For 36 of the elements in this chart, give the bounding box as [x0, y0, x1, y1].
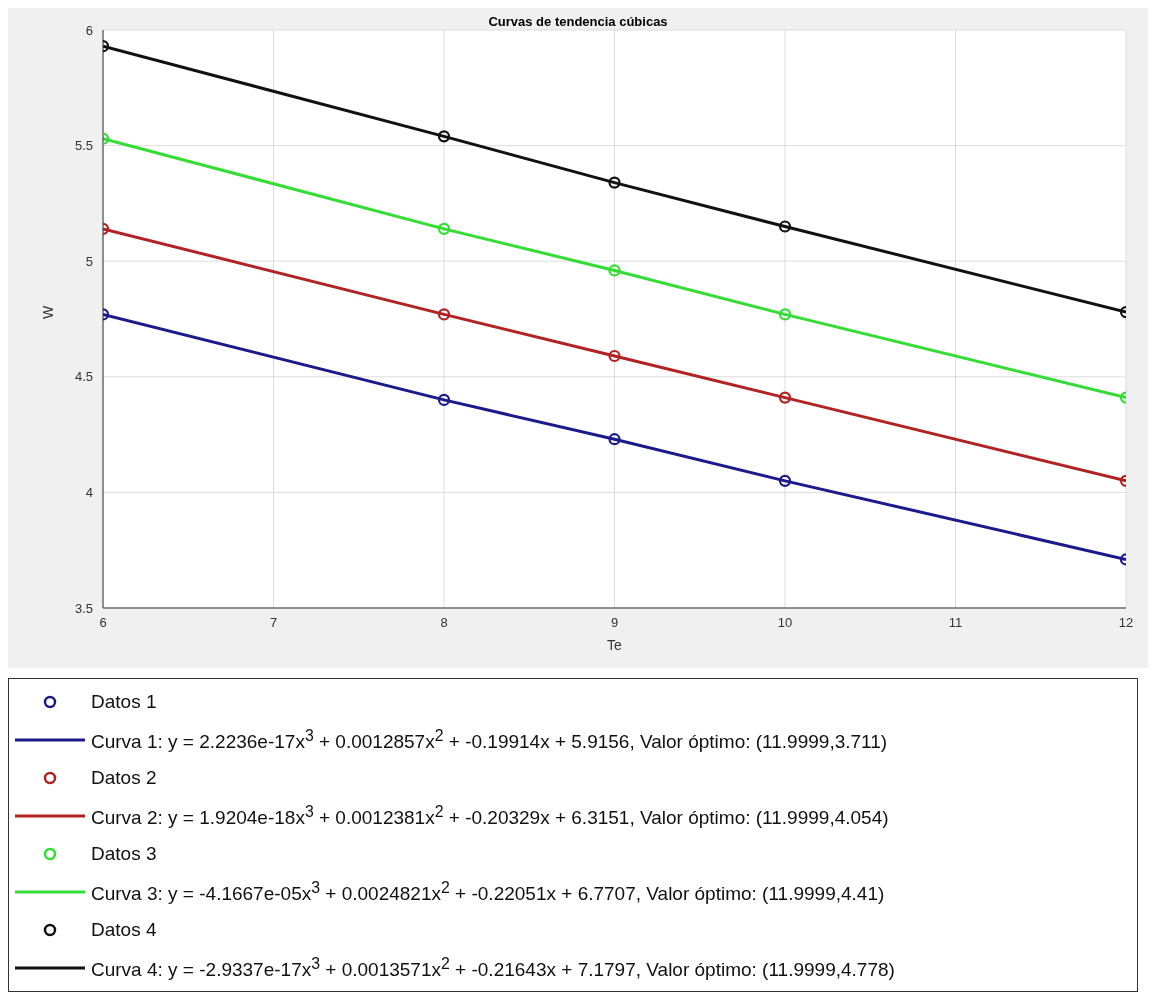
point: [437, 222, 451, 235]
point: [778, 220, 792, 233]
point: [778, 391, 792, 404]
legend-label: Datos 4: [91, 919, 157, 941]
point: [608, 264, 621, 277]
chart-title: Curvas de tendencia cúbicas: [488, 14, 668, 29]
x-tick-label: 10: [777, 615, 793, 631]
y-tick-label: 4: [85, 485, 93, 501]
legend-label: Datos 1: [91, 691, 157, 713]
x-tick-label: 6: [99, 615, 107, 631]
y-axis-title: W: [39, 305, 56, 319]
point: [437, 130, 451, 143]
point: [608, 433, 621, 446]
legend-label: Curva 2: y = 1.9204e-18x$^{3}$ + 0.0012381x$^{2}$ + -0.20329x + 6.3151, Valor óptimo: (11.9999,4.054): [91, 802, 889, 830]
x-tick-label: 8: [440, 615, 448, 631]
point: [437, 308, 451, 321]
y-tick-label: 3.5: [74, 600, 93, 616]
legend-label: Curva 1: y = 2.2236e-17x$^{3}$ + 0.0012857x$^{2}$ + -0.19914x + 5.9156, Valor óptimo: (11.9999,3.711): [91, 726, 888, 754]
x-tick-label: 11: [948, 615, 963, 631]
legend-label: Datos 3: [91, 843, 157, 865]
legend-label: Curva 3: y = -4.1667e-05x$^{3}$ + 0.0024821x$^{2}$ + -0.22051x + 6.7707, Valor óptimo: (11.9999,4.41): [91, 878, 885, 906]
x-axis-title: Te: [607, 637, 623, 653]
point: [778, 474, 792, 487]
y-tick-label: 6: [85, 22, 93, 38]
legend-label: Datos 2: [91, 767, 157, 789]
y-tick-label: 4.5: [74, 369, 93, 385]
point: [608, 349, 621, 363]
point: [778, 308, 792, 321]
point: [608, 176, 621, 189]
y-tick-label: 5: [85, 253, 93, 269]
y-tick-label: 5.5: [74, 138, 93, 154]
x-tick-label: 12: [1118, 615, 1134, 631]
x-tick-label: 7: [269, 615, 278, 631]
legend-label: Curva 4: y = -2.9337e-17x$^{3}$ + 0.0013571x$^{2}$ + -0.21643x + 7.1797, Valor óptimo: (11.9999,4.778): [91, 954, 895, 982]
point: [437, 393, 451, 407]
x-tick-label: 9: [610, 615, 619, 631]
